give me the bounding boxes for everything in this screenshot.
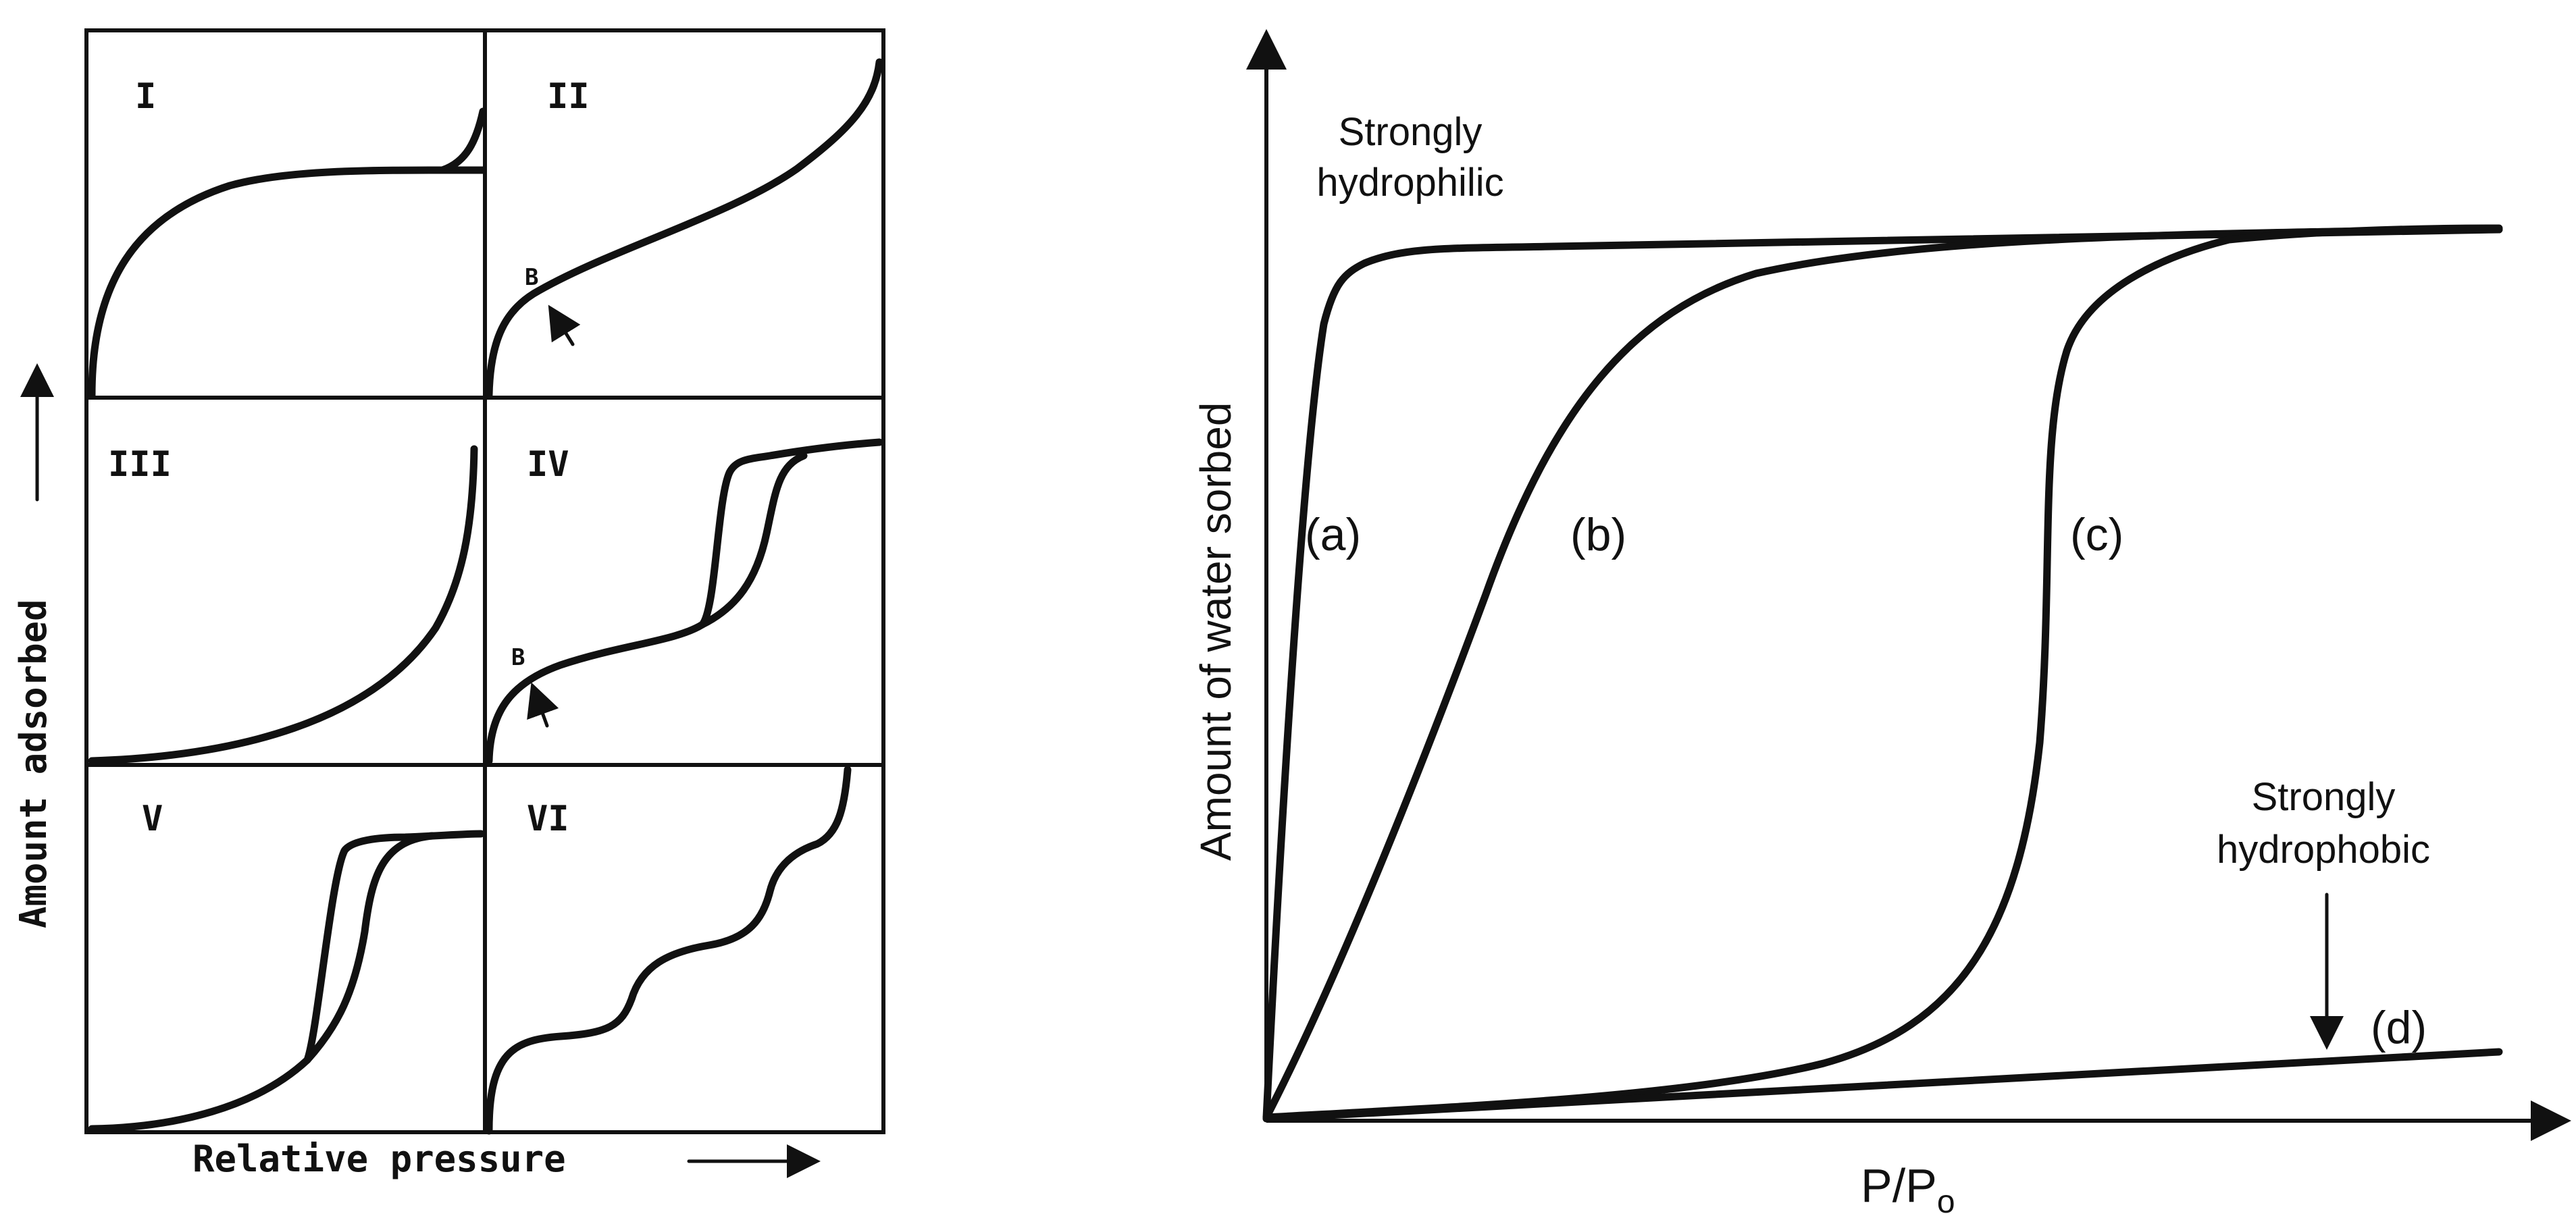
series-d-curve bbox=[1262, 1048, 2503, 1123]
panel-3-curve bbox=[88, 445, 478, 765]
panel-6-curve bbox=[485, 766, 852, 1135]
annotation-hydrophilic-line2: hydrophilic bbox=[1316, 161, 1503, 205]
panel-1-label: I bbox=[135, 76, 156, 117]
panel-3-label: III bbox=[108, 444, 172, 485]
panel-3: III bbox=[88, 444, 478, 765]
left-y-axis-title: Amount adsorbed bbox=[12, 599, 55, 928]
panel-2-label: II bbox=[547, 76, 590, 117]
panel-4-hysteresis bbox=[698, 452, 808, 629]
isotherm-grid: I II B III IV B V bbox=[12, 28, 885, 1180]
panel-6-label: VI bbox=[527, 799, 569, 839]
series-d-label: (d) bbox=[2371, 1002, 2427, 1053]
series-c-curve bbox=[1262, 224, 2503, 1121]
panel-5: V bbox=[88, 799, 485, 1133]
panel-5-label: V bbox=[142, 799, 163, 839]
panel-2-curve bbox=[485, 58, 883, 399]
panel-4-curve bbox=[485, 438, 883, 765]
panel-1-curve bbox=[88, 166, 487, 399]
panel-5-hysteresis bbox=[303, 832, 436, 1064]
panel-4: IV B bbox=[485, 438, 883, 765]
annotation-hydrophobic-line1: Strongly bbox=[2252, 775, 2396, 819]
panel-1-hysteresis bbox=[438, 107, 487, 174]
right-y-axis-title: Amount of water sorbed bbox=[1191, 402, 1240, 861]
panel-2: II B bbox=[485, 58, 883, 399]
series-b-label: (b) bbox=[1570, 509, 1626, 560]
annotation-hydrophilic-line1: Strongly bbox=[1339, 110, 1483, 154]
panel-4-label: IV bbox=[527, 444, 569, 485]
panel-2-point-arrow bbox=[548, 304, 581, 346]
series-a-curve bbox=[1262, 225, 2503, 1121]
series-a-label: (a) bbox=[1305, 509, 1361, 560]
series-b-curve bbox=[1262, 225, 2503, 1121]
panel-6: VI bbox=[485, 766, 852, 1135]
water-sorption-chart: Amount of water sorbed P/Po (a) (b) (c) … bbox=[1191, 29, 2571, 1220]
right-x-axis-title: P/Po bbox=[1861, 1159, 1955, 1220]
panel-4-point-arrow bbox=[527, 682, 559, 728]
panel-4-point-label: B bbox=[511, 644, 525, 671]
left-x-axis-title: Relative pressure bbox=[192, 1138, 566, 1180]
annotation-hydrophobic-line2: hydrophobic bbox=[2217, 828, 2430, 872]
panel-5-curve bbox=[88, 830, 485, 1133]
panel-2-point-label: B bbox=[525, 264, 538, 291]
series-c-label: (c) bbox=[2070, 509, 2123, 560]
panel-1: I bbox=[88, 76, 487, 399]
